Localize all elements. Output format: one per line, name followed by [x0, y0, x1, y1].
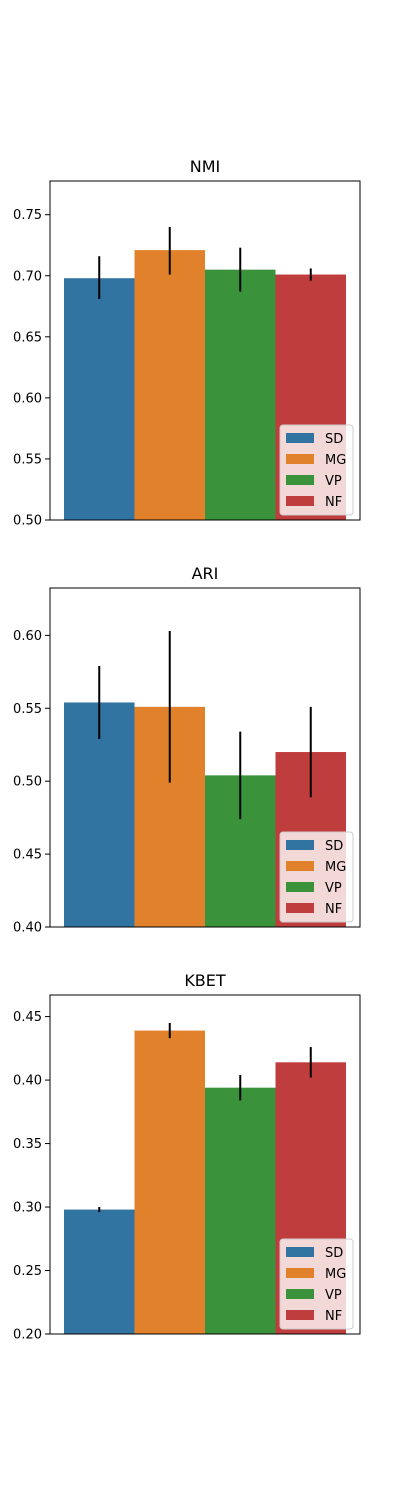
y-tick-label: 0.40: [13, 921, 42, 936]
y-tick-label: 0.60: [13, 391, 42, 406]
legend-box: [279, 1238, 354, 1330]
legend-swatch-mg: [286, 861, 314, 871]
legend-label-vp: VP: [325, 474, 342, 489]
legend-label-sd: SD: [325, 432, 343, 447]
axes-frame: [49, 587, 361, 928]
y-tick-label: 0.30: [13, 1201, 42, 1216]
y-tick-label: 0.65: [13, 330, 42, 345]
y-tick-label: 0.45: [13, 1010, 42, 1025]
y-tick-label: 0.75: [13, 208, 42, 223]
legend-box: [279, 831, 354, 923]
legend-swatch-vp: [286, 882, 314, 892]
legend-swatch-sd: [286, 840, 314, 850]
legend-label-mg: MG: [325, 1267, 346, 1282]
chart-panel-1: ARI 0.40 0.45 0.50 0.55 0.60 SD MG VP NF: [13, 564, 361, 936]
legend-swatch-nf: [286, 496, 314, 506]
legend-label-nf: NF: [325, 495, 342, 510]
bar-vp: [205, 1087, 276, 1334]
legend-label-mg: MG: [325, 453, 346, 468]
y-tick-label: 0.55: [13, 702, 42, 717]
chart-title: NMI: [190, 157, 221, 176]
y-tick-label: 0.35: [13, 1137, 42, 1152]
chart-panel-0: NMI 0.50 0.55 0.60 0.65 0.70 0.75 SD MG VP NF: [13, 157, 361, 529]
legend-label-mg: MG: [325, 860, 346, 875]
legend-swatch-sd: [286, 433, 314, 443]
bar-mg: [134, 250, 205, 520]
bar-sd: [64, 702, 135, 927]
legend: SD MG VP NF: [279, 1238, 354, 1330]
y-tick-label: 0.50: [13, 775, 42, 790]
y-tick-label: 0.55: [13, 452, 42, 467]
legend-swatch-vp: [286, 1289, 314, 1299]
legend-swatch-mg: [286, 454, 314, 464]
legend-swatch-mg: [286, 1268, 314, 1278]
y-tick-label: 0.50: [13, 514, 42, 529]
chart-title: KBET: [184, 971, 226, 990]
legend-swatch-vp: [286, 475, 314, 485]
bar-sd: [64, 1209, 135, 1334]
bar-vp: [205, 269, 276, 520]
legend-label-sd: SD: [325, 839, 343, 854]
legend-swatch-nf: [286, 903, 314, 913]
axes-frame: [49, 994, 361, 1335]
legend-box: [279, 424, 354, 516]
y-tick-label: 0.45: [13, 848, 42, 863]
legend-swatch-sd: [286, 1247, 314, 1257]
bar-mg: [134, 1030, 205, 1334]
y-tick-label: 0.25: [13, 1264, 42, 1279]
bar-sd: [64, 278, 135, 520]
chart-panel-2: KBET 0.20 0.25 0.30 0.35 0.40 0.45 SD MG VP NF: [13, 971, 361, 1343]
chart-title: ARI: [192, 564, 219, 583]
legend-swatch-nf: [286, 1310, 314, 1320]
legend-label-sd: SD: [325, 1246, 343, 1261]
legend-label-nf: NF: [325, 1309, 342, 1324]
legend-label-vp: VP: [325, 1288, 342, 1303]
y-tick-label: 0.60: [13, 629, 42, 644]
legend-label-nf: NF: [325, 902, 342, 917]
y-tick-label: 0.40: [13, 1074, 42, 1089]
axes-frame: [49, 180, 361, 521]
legend: SD MG VP NF: [279, 831, 354, 923]
y-tick-label: 0.20: [13, 1328, 42, 1343]
legend: SD MG VP NF: [279, 424, 354, 516]
legend-label-vp: VP: [325, 881, 342, 896]
y-tick-label: 0.70: [13, 269, 42, 284]
